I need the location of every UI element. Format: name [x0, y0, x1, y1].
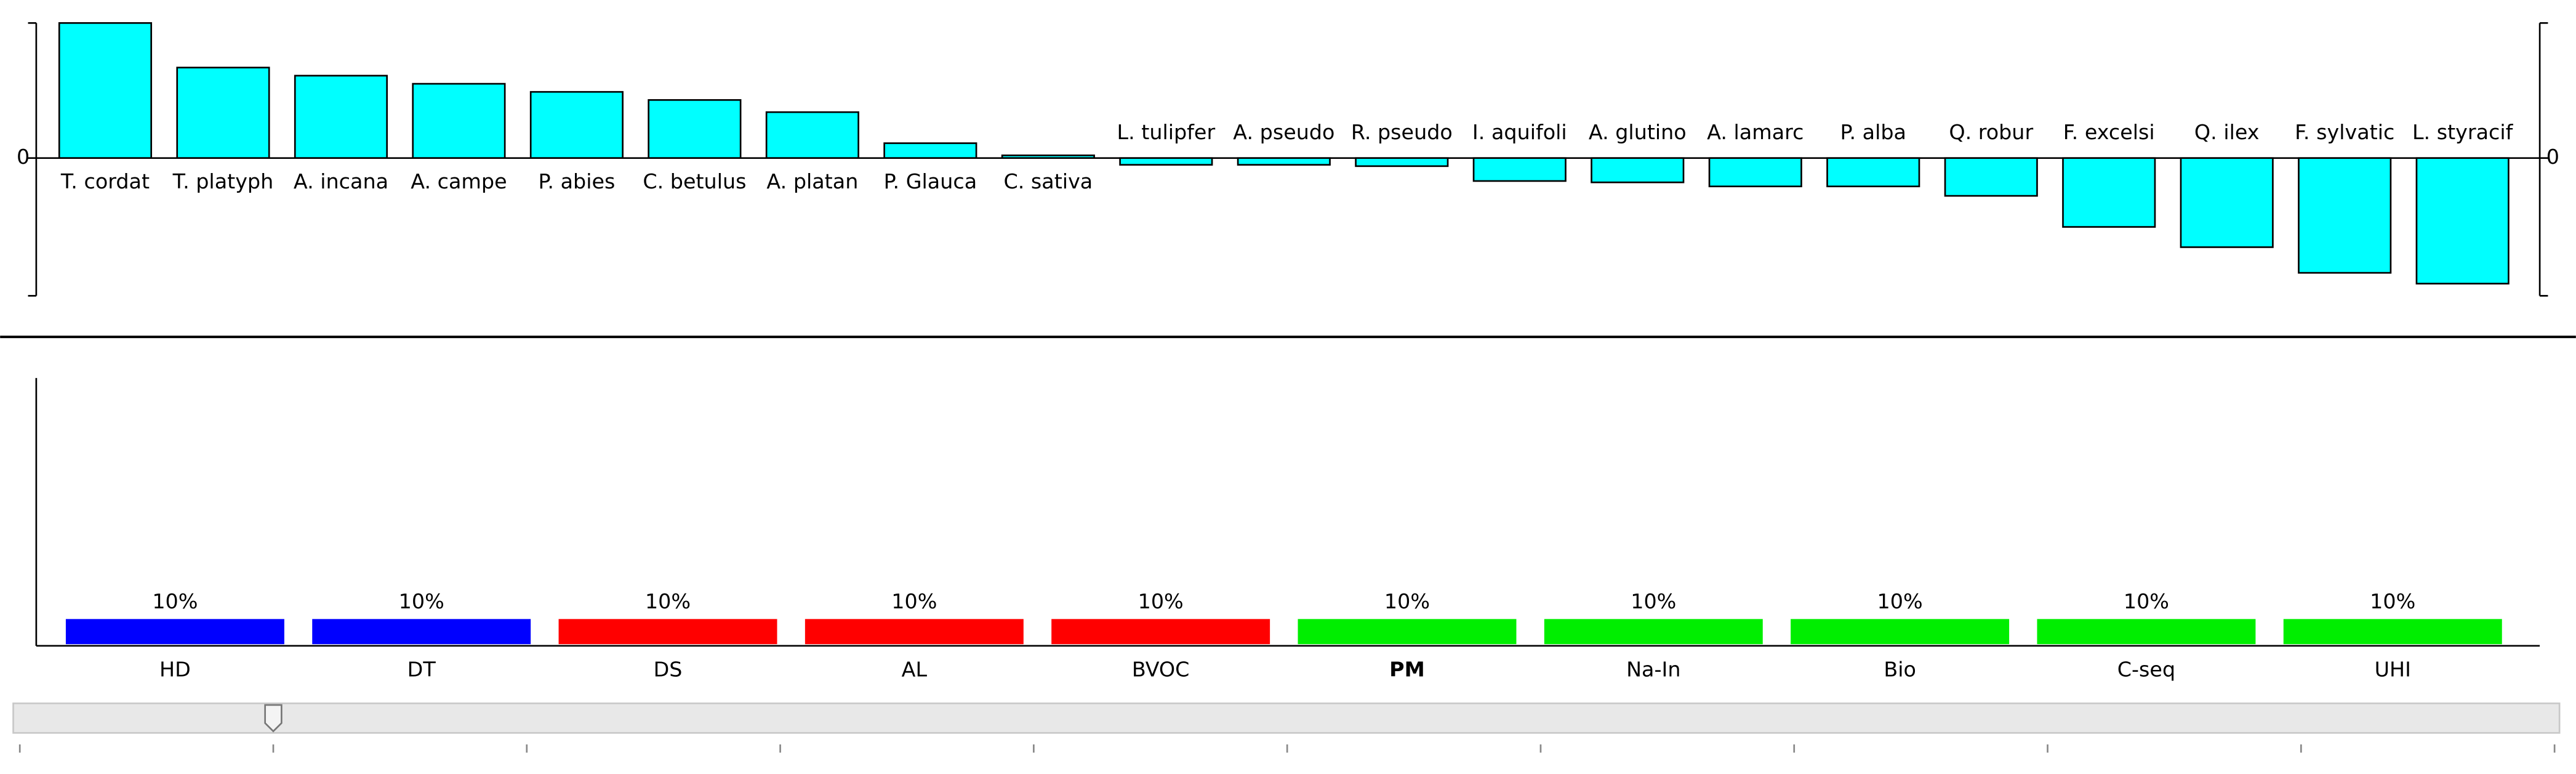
category-label: A. pseudo [1233, 120, 1334, 144]
bar[interactable] [1544, 619, 1763, 645]
bar [648, 99, 742, 159]
bar [1355, 157, 1449, 167]
bar [2062, 157, 2156, 228]
bar[interactable] [1051, 619, 1270, 645]
value-label: 10% [891, 589, 937, 613]
category-label: P. alba [1840, 120, 1906, 144]
bar [412, 83, 506, 159]
category-label: DS [654, 657, 683, 681]
bar [1708, 157, 1802, 188]
value-label: 10% [1138, 589, 1184, 613]
category-label: I. aquifoli [1472, 120, 1567, 144]
bar [1826, 157, 1920, 188]
bar[interactable] [2037, 619, 2256, 645]
bar[interactable] [1298, 619, 1517, 645]
category-label: R. pseudo [1351, 120, 1453, 144]
bar [1944, 157, 2038, 197]
bar [765, 111, 859, 159]
category-label: F. excelsi [2063, 120, 2155, 144]
bar [2180, 157, 2274, 248]
category-label: PM [1389, 657, 1425, 681]
value-label: 10% [2370, 589, 2415, 613]
category-label: AL [902, 657, 928, 681]
value-label: 10% [1877, 589, 1923, 613]
y-tick-label: 0 [2546, 145, 2559, 169]
slider-track[interactable] [12, 702, 2561, 734]
category-label: C-seq [2117, 657, 2175, 681]
value-label: 10% [2124, 589, 2169, 613]
category-label: Bio [1884, 657, 1916, 681]
y-tick-label: 0 [17, 145, 30, 169]
category-label: DT [407, 657, 436, 681]
bar [1472, 157, 1567, 182]
bar[interactable] [2283, 619, 2502, 645]
category-label: C. sativa [1003, 169, 1093, 193]
category-label: F. sylvatic [2295, 120, 2394, 144]
category-label: L. styracif [2412, 120, 2514, 144]
bar [1237, 157, 1331, 166]
bar [2415, 157, 2510, 284]
category-label: T. cordat [60, 169, 150, 193]
category-label: UHI [2375, 657, 2411, 681]
category-label: BVOC [1132, 657, 1190, 681]
bar [1119, 157, 1213, 166]
bar[interactable] [312, 619, 531, 645]
category-label: A. glutino [1589, 120, 1687, 144]
bar[interactable] [804, 619, 1024, 645]
category-label: Q. ilex [2194, 120, 2260, 144]
category-label: P. Glauca [884, 169, 977, 193]
category-label: P. abies [538, 169, 615, 193]
bar [1591, 157, 1685, 183]
bar [58, 22, 153, 159]
category-label: Q. robur [1949, 120, 2033, 144]
value-label: 10% [1631, 589, 1676, 613]
category-label: A. lamarc [1707, 120, 1804, 144]
value-label: 10% [645, 589, 691, 613]
value-label: 10% [1384, 589, 1430, 613]
value-label: 10% [152, 589, 198, 613]
category-label: HD [159, 657, 191, 681]
category-label: C. betulus [643, 169, 746, 193]
bar [2298, 157, 2392, 274]
category-label: T. platyph [172, 169, 274, 193]
bar [529, 91, 624, 159]
bar[interactable] [558, 619, 777, 645]
category-label: A. platan [766, 169, 858, 193]
bar [294, 75, 388, 159]
value-label: 10% [399, 589, 444, 613]
category-label: A. campe [411, 169, 507, 193]
slider-thumb[interactable] [264, 704, 283, 733]
bar [883, 142, 977, 159]
bar[interactable] [1791, 619, 2010, 645]
bar [176, 67, 270, 159]
category-label: Na-In [1626, 657, 1680, 681]
category-label: L. tulipfer [1117, 120, 1216, 144]
bar[interactable] [65, 619, 284, 645]
category-label: A. incana [294, 169, 388, 193]
